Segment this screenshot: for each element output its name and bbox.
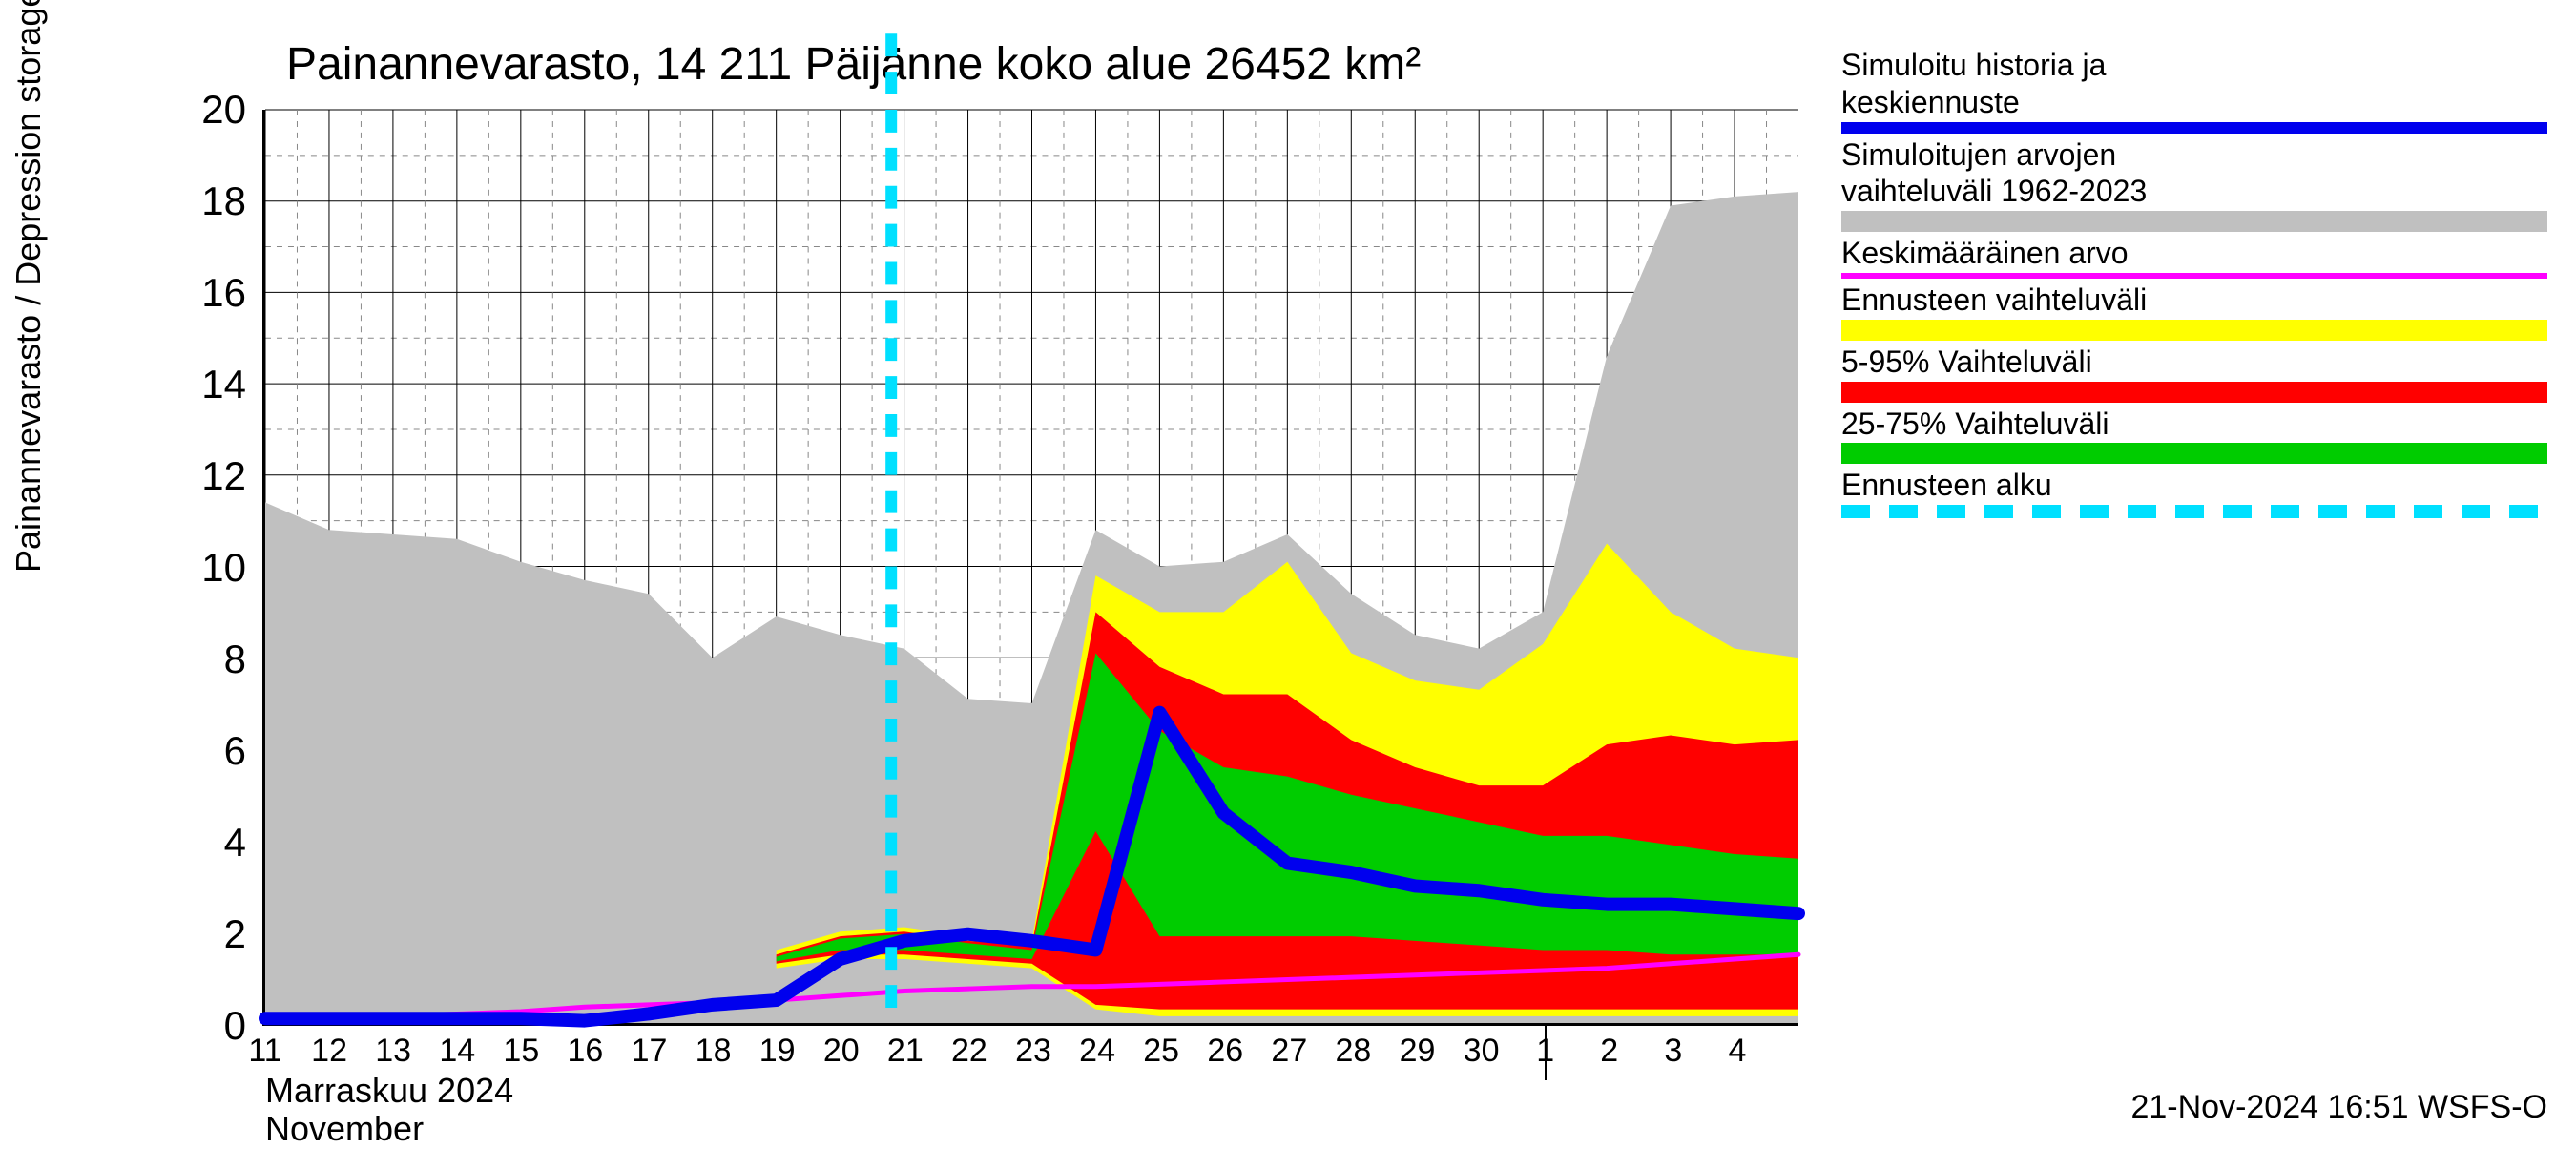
y-tick-label: 16 [201,270,265,316]
legend-label: Simuloitu historia ja [1841,48,2547,83]
x-tick-label: 26 [1207,1023,1243,1070]
y-tick-label: 6 [224,728,265,774]
legend-entry: Simuloitujen arvojenvaihteluväli 1962-20… [1841,137,2547,233]
y-tick-label: 18 [201,178,265,224]
legend-label: Ennusteen vaihteluväli [1841,282,2547,318]
x-tick-label: 3 [1664,1023,1682,1070]
x-tick-label: 16 [567,1023,603,1070]
x-tick-label: 4 [1728,1023,1746,1070]
x-tick-label: 2 [1600,1023,1618,1070]
month-boundary-mark [1545,1023,1547,1080]
legend-label: 5-95% Vaihteluväli [1841,345,2547,380]
x-tick-label: 27 [1271,1023,1307,1070]
legend-swatch [1841,443,2547,464]
x-tick-label: 17 [632,1023,668,1070]
y-axis-label: Painannevarasto / Depression storage mm [9,0,49,573]
x-tick-label: 18 [696,1023,732,1070]
legend-entry: Simuloitu historia jakeskiennuste [1841,48,2547,134]
y-tick-label: 2 [224,911,265,957]
x-tick-label: 21 [887,1023,924,1070]
x-tick-label: 22 [951,1023,987,1070]
x-tick-label: 15 [503,1023,539,1070]
y-tick-label: 4 [224,820,265,866]
legend-label: 25-75% Vaihteluväli [1841,407,2547,442]
x-tick-label: 29 [1400,1023,1436,1070]
legend-label: Simuloitujen arvojen [1841,137,2547,173]
x-tick-label: 30 [1464,1023,1500,1070]
x-tick-label: 24 [1079,1023,1115,1070]
legend-swatch [1841,505,2547,518]
x-tick-label: 14 [439,1023,475,1070]
plot-svg [265,110,1798,1023]
chart-container: Painannevarasto / Depression storage mm … [0,0,2576,1145]
x-tick-label: 20 [823,1023,860,1070]
legend-entry: 5-95% Vaihteluväli [1841,345,2547,403]
x-tick-label: 25 [1143,1023,1179,1070]
footer-timestamp: 21-Nov-2024 16:51 WSFS-O [2130,1089,2547,1126]
legend-label: Keskimääräinen arvo [1841,236,2547,271]
legend-label: keskiennuste [1841,85,2547,120]
x-axis-month-label-fi: Marraskuu 2024 [265,1071,513,1111]
legend-swatch [1841,320,2547,341]
legend-entry: Keskimääräinen arvo [1841,236,2547,279]
chart-title: Painannevarasto, 14 211 Päijänne koko al… [286,38,1421,91]
legend-label: vaihteluväli 1962-2023 [1841,174,2547,209]
legend-entry: 25-75% Vaihteluväli [1841,407,2547,465]
x-tick-label: 19 [759,1023,796,1070]
x-tick-label: 11 [248,1023,281,1070]
legend-swatch [1841,382,2547,403]
x-tick-label: 12 [311,1023,347,1070]
x-tick-label: 13 [375,1023,411,1070]
x-axis-month-label-en: November [265,1109,424,1149]
y-tick-label: 10 [201,545,265,591]
y-tick-label: 12 [201,453,265,499]
legend-entry: Ennusteen vaihteluväli [1841,282,2547,341]
legend: Simuloitu historia jakeskiennusteSimuloi… [1841,48,2547,522]
legend-swatch [1841,211,2547,232]
legend-entry: Ennusteen alku [1841,468,2547,518]
y-tick-label: 14 [201,362,265,407]
legend-label: Ennusteen alku [1841,468,2547,503]
y-tick-label: 20 [201,87,265,133]
plot-area: Marraskuu 2024 November 0246810121416182… [262,110,1798,1026]
legend-swatch [1841,273,2547,279]
y-tick-label: 8 [224,637,265,682]
legend-swatch [1841,122,2547,134]
x-tick-label: 28 [1335,1023,1371,1070]
x-tick-label: 23 [1015,1023,1051,1070]
